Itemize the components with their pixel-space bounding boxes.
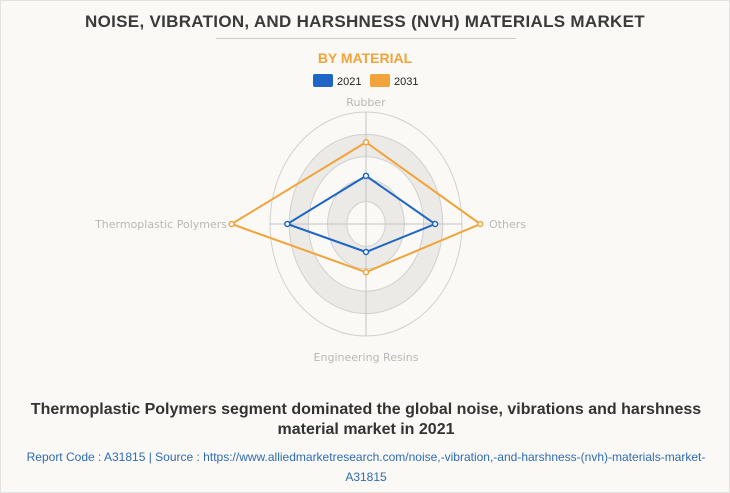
legend-swatch-2031 — [370, 74, 390, 87]
source-text[interactable]: Report Code : A31815 | Source : https://… — [26, 450, 706, 484]
legend-swatch-2021 — [313, 74, 333, 87]
radar-chart: Rubber Others Engineering Resins Thermoplas… — [94, 74, 526, 364]
axis-label: Others — [489, 218, 526, 231]
legend-label-2021: 2021 — [337, 76, 361, 88]
axis-label: Rubber — [346, 96, 386, 109]
axis-label: Thermoplastic Polymers — [94, 218, 227, 231]
title-divider — [216, 38, 516, 39]
chart-subtitle: BY MATERIAL — [317, 50, 413, 66]
data-point-2021 — [284, 220, 291, 228]
chart-caption: Thermoplastic Polymers segment dominated… — [30, 401, 702, 438]
data-point-2031 — [228, 220, 235, 228]
data-point-2021 — [431, 220, 439, 228]
data-point-2031 — [362, 268, 370, 276]
data-point-2031 — [362, 138, 370, 146]
data-point-2021 — [362, 248, 370, 256]
data-point-2021 — [362, 172, 370, 180]
chart-title: NOISE, VIBRATION, AND HARSHNESS (NVH) MA… — [85, 12, 645, 31]
axis-label: Engineering Resins — [314, 351, 419, 364]
legend-label-2031: 2031 — [394, 76, 418, 88]
data-point-2031 — [476, 220, 484, 228]
